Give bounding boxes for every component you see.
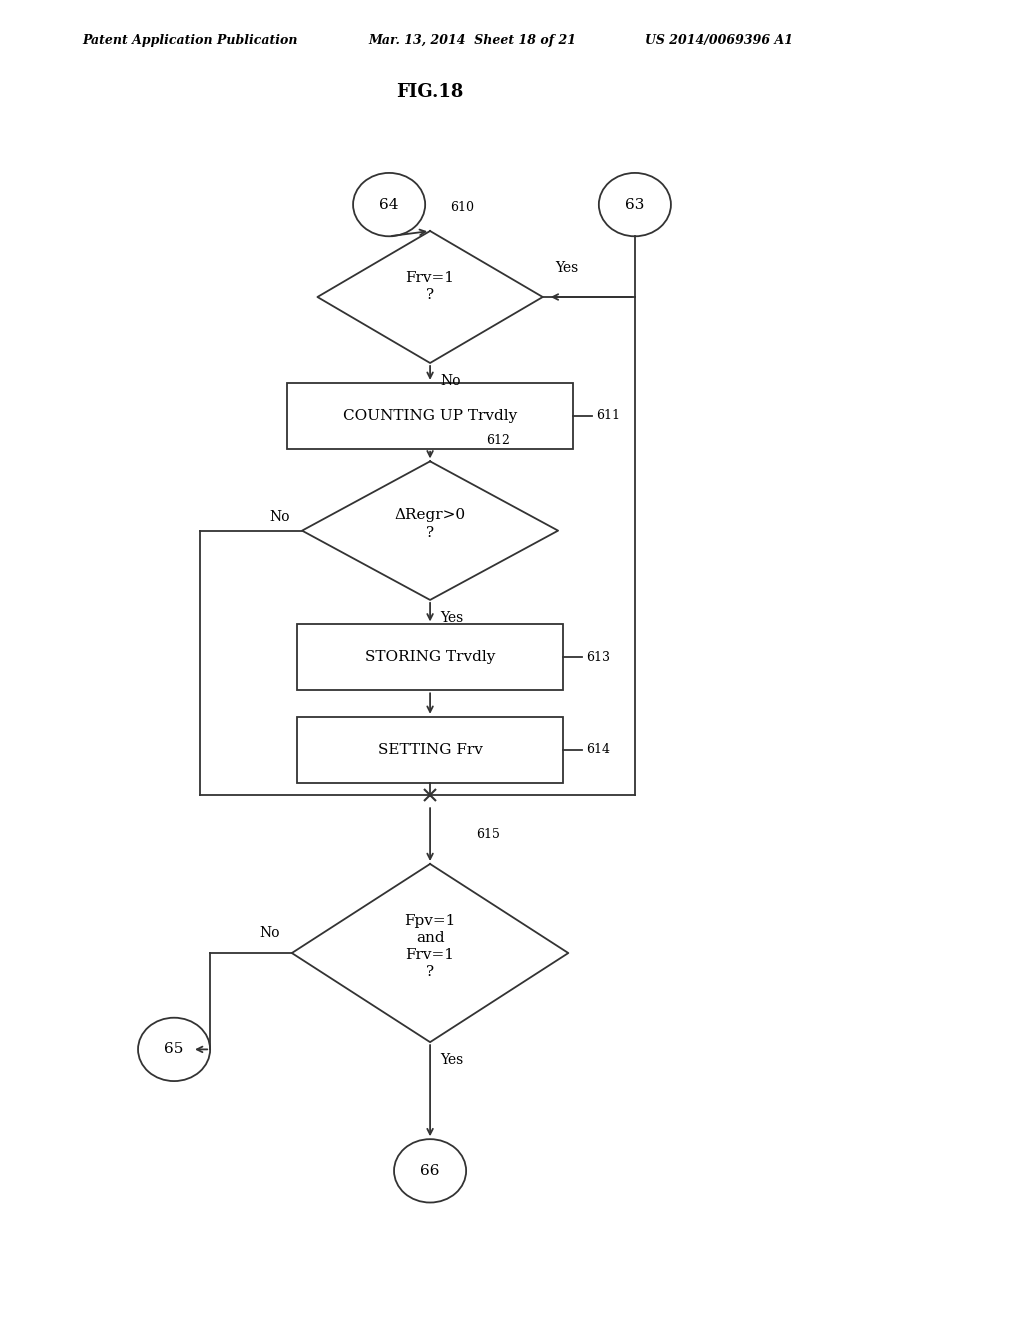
Text: Yes: Yes — [440, 1053, 464, 1067]
Text: US 2014/0069396 A1: US 2014/0069396 A1 — [645, 33, 794, 46]
Text: SETTING Frv: SETTING Frv — [378, 743, 482, 756]
Text: 614: 614 — [586, 743, 609, 756]
Text: 611: 611 — [596, 409, 620, 422]
Text: 610: 610 — [451, 201, 474, 214]
Text: COUNTING UP Trvdly: COUNTING UP Trvdly — [343, 409, 517, 422]
Text: 66: 66 — [420, 1164, 440, 1177]
Text: No: No — [440, 374, 461, 388]
Text: Yes: Yes — [555, 261, 579, 275]
Text: Patent Application Publication: Patent Application Publication — [82, 33, 297, 46]
Text: No: No — [269, 511, 290, 524]
Text: ΔRegr>0
?: ΔRegr>0 ? — [394, 508, 466, 540]
Text: 615: 615 — [476, 828, 500, 841]
Text: STORING Trvdly: STORING Trvdly — [365, 651, 496, 664]
Text: 63: 63 — [626, 198, 644, 211]
Text: 64: 64 — [379, 198, 399, 211]
Text: Mar. 13, 2014  Sheet 18 of 21: Mar. 13, 2014 Sheet 18 of 21 — [369, 33, 577, 46]
Text: 613: 613 — [586, 651, 609, 664]
Text: Fpv=1
and
Frv=1
?: Fpv=1 and Frv=1 ? — [404, 915, 456, 978]
Text: FIG.18: FIG.18 — [396, 83, 464, 102]
Text: No: No — [259, 927, 280, 940]
Text: 612: 612 — [486, 434, 510, 447]
Text: 65: 65 — [165, 1043, 183, 1056]
Text: Frv=1
?: Frv=1 ? — [406, 271, 455, 302]
Text: Yes: Yes — [440, 610, 464, 624]
